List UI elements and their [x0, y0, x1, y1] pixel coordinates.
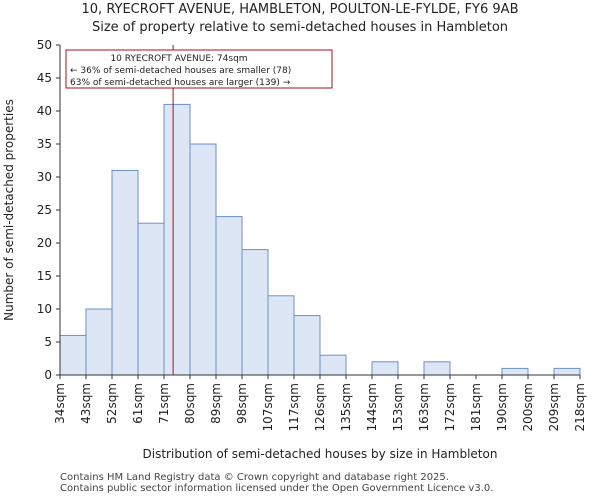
y-tick-label: 35 — [37, 137, 52, 151]
bar-34sqm — [59, 334, 87, 376]
x-tick-label: 209sqm — [547, 383, 561, 431]
x-tick-label: 144sqm — [365, 383, 379, 431]
bar-71sqm — [163, 103, 191, 376]
y-tick-label: 0 — [44, 368, 52, 382]
chart-subtitle: Size of property relative to semi-detach… — [91, 20, 509, 35]
x-tick-label: 98sqm — [235, 383, 249, 424]
x-axis-label: Distribution of semi-detached houses by … — [143, 447, 498, 461]
bar-117sqm — [293, 315, 321, 376]
x-tick-label: 218sqm — [573, 383, 587, 431]
x-tick-label: 163sqm — [417, 383, 431, 431]
bar-43sqm — [85, 308, 113, 376]
chart-title: 10, RYECROFT AVENUE, HAMBLETON, POULTON-… — [81, 2, 519, 17]
y-tick-label: 20 — [37, 236, 52, 250]
x-tick-label: 34sqm — [53, 383, 67, 424]
bar-61sqm — [137, 222, 165, 376]
x-tick-label: 190sqm — [495, 383, 509, 431]
bar-98sqm — [241, 249, 269, 376]
x-tick-label: 153sqm — [391, 383, 405, 431]
annotation-line: 10 RYECROFT AVENUE: 74sqm — [110, 54, 247, 64]
annotation-box — [65, 49, 333, 89]
footer-copyright: Contains HM Land Registry data © Crown c… — [60, 472, 449, 483]
bar-163sqm — [423, 361, 451, 376]
labels-layer: 0 5 10 15 20 25 30 35 40 45 50 34sqm 43sqm 52sqm 61sqm… — [2, 38, 587, 461]
axes-layer — [56, 44, 581, 379]
y-tick-label: 45 — [37, 71, 52, 85]
x-tick-label: 71sqm — [157, 383, 171, 424]
y-tick-label: 10 — [37, 302, 52, 316]
bar-107sqm — [267, 295, 295, 376]
x-tick-label: 43sqm — [79, 383, 93, 424]
y-tick-label: 50 — [37, 38, 52, 52]
x-tick-label: 80sqm — [183, 383, 197, 424]
x-tick-label: 89sqm — [209, 383, 223, 424]
annotation-line: ← 36% of semi-detached houses are smalle… — [70, 66, 291, 76]
x-tick-label: 107sqm — [261, 383, 275, 431]
x-tick-label: 126sqm — [313, 383, 327, 431]
x-tick-label: 172sqm — [443, 383, 457, 431]
y-tick-label: 15 — [37, 269, 52, 283]
x-tick-label: 61sqm — [131, 383, 145, 424]
bar-89sqm — [215, 216, 243, 376]
bar-80sqm — [189, 143, 217, 376]
bar-52sqm — [111, 169, 139, 376]
marker-layer: 10 RYECROFT AVENUE: 74sqm ← 36% of semi-d… — [65, 45, 333, 375]
bar-190sqm — [501, 367, 529, 376]
y-tick-label: 40 — [37, 104, 52, 118]
x-tick-label: 200sqm — [521, 383, 535, 431]
y-tick-label: 5 — [44, 335, 52, 349]
y-axis-label: Number of semi-detached properties — [2, 99, 16, 321]
y-tick-label: 25 — [37, 203, 52, 217]
bar-144sqm — [371, 361, 399, 376]
bars-layer — [59, 103, 581, 376]
x-tick-label: 117sqm — [287, 383, 301, 431]
bar-209sqm — [553, 367, 581, 376]
bar-126sqm — [319, 354, 347, 376]
y-tick-label: 30 — [37, 170, 52, 184]
x-tick-label: 135sqm — [339, 383, 353, 431]
x-tick-label: 52sqm — [105, 383, 119, 424]
x-tick-label: 181sqm — [469, 383, 483, 431]
histogram-chart: 10 RYECROFT AVENUE: 74sqm ← 36% of semi-d… — [2, 38, 587, 461]
footer-licence: Contains public sector information licen… — [60, 483, 494, 494]
annotation-line: 63% of semi-detached houses are larger (… — [70, 78, 291, 88]
